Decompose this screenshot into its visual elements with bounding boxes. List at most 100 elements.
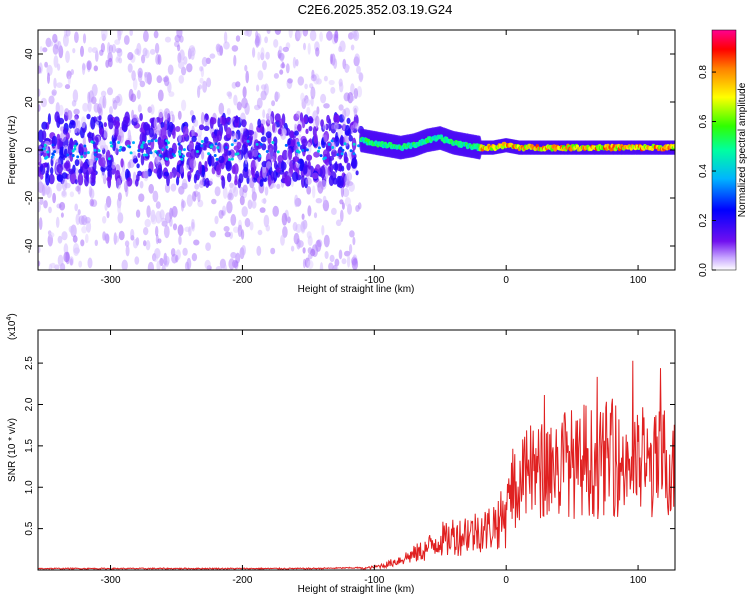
spectrogram-cell [233, 94, 238, 106]
spectrogram-cell [75, 185, 81, 192]
spectrogram-cell [106, 176, 112, 182]
spectrogram-cell [274, 30, 282, 35]
spectrogram-cell [233, 139, 237, 143]
spectrogram-cell [47, 72, 50, 84]
spectrogram-cell [146, 205, 151, 218]
spectrogram-cell [251, 186, 256, 194]
spectrogram-cell [179, 165, 184, 174]
spectrogram-cell [333, 265, 339, 270]
spectrogram-cell [206, 77, 212, 88]
spectrogram-cell [270, 170, 274, 181]
spectrogram-cell [170, 210, 175, 217]
spectrogram-cell [43, 200, 48, 209]
spectrogram-cell [39, 197, 44, 205]
spectrogram-cell [86, 60, 92, 71]
spectrogram-cell [43, 143, 47, 147]
spectrogram-cell [64, 148, 68, 158]
spectrogram-cell [268, 147, 274, 159]
spectrogram-cell [56, 133, 61, 141]
spectrogram-cell [296, 30, 302, 40]
spectrogram-cell [292, 171, 299, 182]
spectrogram-cell [157, 89, 164, 102]
spectrogram-cell [164, 111, 168, 125]
spectrogram-cell [253, 131, 257, 142]
spectrogram-cell [131, 109, 135, 120]
spectrogram-cell [207, 152, 211, 156]
spectrogram-cell [313, 133, 318, 145]
spectrogram-cell [191, 125, 195, 139]
spectrogram-cell [64, 84, 71, 90]
spectrogram-cell [73, 108, 80, 115]
spectrogram-cell [306, 231, 312, 239]
spectrogram-cell [334, 258, 340, 267]
spectrogram-cell [178, 60, 185, 70]
spectrogram-cell [82, 33, 87, 44]
spectrogram-cell [91, 83, 98, 97]
spectrogram-cell [265, 131, 272, 139]
spectrogram-cell [102, 216, 107, 224]
spectrogram-cell [132, 141, 135, 145]
spectrogram-cell [279, 118, 284, 127]
spectrogram-cell [71, 154, 75, 157]
spectrogram-cell [39, 163, 44, 172]
spectrogram-cell [52, 192, 56, 204]
spectrogram-cell [353, 30, 360, 42]
spectrogram-cell [63, 251, 70, 263]
spectrogram-cell [40, 183, 47, 197]
spectrogram-cell [112, 138, 116, 152]
spectrogram-cell [113, 119, 117, 126]
spectrogram-cell [103, 233, 110, 242]
spectrogram-cell [123, 35, 130, 45]
spectrogram-cell [223, 143, 228, 157]
spectrogram-cell [265, 150, 269, 153]
spectrogram-cell [39, 46, 43, 53]
spectrogram-cell [61, 172, 68, 179]
spectrogram-cell [287, 138, 291, 146]
spectrogram-cell [83, 151, 87, 155]
spectrogram-cell [157, 54, 162, 65]
spectrogram-cell [75, 142, 79, 146]
spectrogram-cell [38, 65, 42, 74]
spectrogram-cell [144, 71, 151, 84]
spectrogram-cell [166, 173, 170, 187]
spectrogram-cell [215, 266, 223, 270]
spectrogram-cell [259, 207, 266, 213]
spectrogram-cell [56, 82, 63, 88]
spectrogram-cell [218, 102, 225, 115]
spectrogram-cell [154, 155, 160, 164]
spectrogram-cell [169, 171, 173, 179]
spectrogram-cell [136, 89, 141, 100]
snr-ylabel: SNR (10 * v/v) [7, 418, 18, 482]
spectrogram-cell [118, 148, 122, 152]
spectrogram-cell [52, 33, 58, 44]
spectrogram-cell [98, 115, 102, 121]
spectrogram-cell [171, 152, 175, 156]
spectrogram-cell [124, 139, 131, 147]
y-tick-label: -20 [24, 190, 35, 205]
spectrogram-cell [230, 252, 237, 259]
spectrogram-cell [63, 162, 70, 169]
spectrogram-cell [154, 139, 158, 143]
spectrogram-cell [214, 142, 218, 146]
spectrogram-cell [273, 160, 278, 170]
spectrogram-cell [93, 102, 100, 113]
spectrogram-cell [109, 106, 113, 115]
spectrogram-cell [352, 152, 356, 156]
spectrogram-cell [346, 255, 351, 268]
spectrogram-cell [258, 154, 262, 158]
spectrogram-cell [82, 102, 89, 112]
spectrogram-cell [139, 127, 145, 133]
spectrogram-cell [53, 55, 59, 68]
spectrogram-cell [304, 83, 308, 90]
spectrogram-cell [163, 225, 170, 239]
spectrogram-cell [87, 99, 92, 113]
spectrogram-cell [344, 173, 350, 185]
spectrogram-cell [344, 64, 351, 70]
spectrogram-cell [158, 139, 165, 148]
spectrogram-cell [248, 130, 255, 136]
spectrogram-cell [73, 144, 77, 148]
spectrogram-cell [216, 130, 223, 142]
spectrogram-cell [317, 149, 320, 153]
spectrogram-cell [339, 40, 346, 53]
